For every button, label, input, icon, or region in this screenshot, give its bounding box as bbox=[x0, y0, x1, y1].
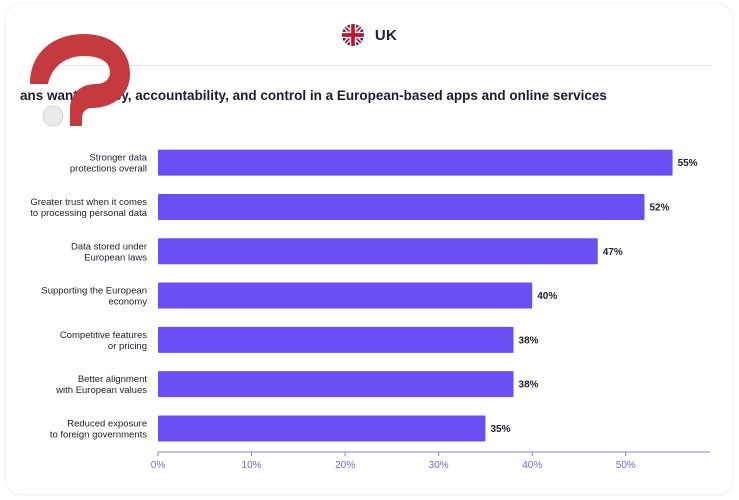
x-tick-label: 40% bbox=[522, 460, 542, 471]
header-divider bbox=[30, 65, 711, 66]
country-label: UK bbox=[374, 26, 398, 44]
category-label: protections overall bbox=[70, 164, 147, 175]
bar-value-label: 55% bbox=[678, 158, 698, 169]
bar bbox=[158, 149, 673, 176]
bar bbox=[158, 326, 514, 353]
x-tick-label: 50% bbox=[616, 460, 636, 471]
uk-flag-icon bbox=[341, 24, 364, 46]
chart-title: ans want privacy, accountability, and co… bbox=[20, 88, 607, 103]
bar-value-label: 40% bbox=[537, 291, 557, 302]
bar bbox=[158, 371, 514, 398]
category-label: to foreign governments bbox=[50, 429, 147, 440]
x-tick-label: 20% bbox=[335, 460, 355, 471]
category-label: Greater trust when it comes bbox=[30, 197, 147, 208]
category-label: economy bbox=[108, 297, 147, 308]
category-label: Supporting the European bbox=[41, 286, 147, 297]
category-label: to processing personal data bbox=[30, 208, 147, 219]
category-label: Better alignment bbox=[78, 374, 148, 385]
bar bbox=[158, 193, 645, 220]
bar-value-label: 35% bbox=[490, 424, 510, 435]
bar-value-label: 38% bbox=[519, 335, 539, 346]
bar-value-label: 52% bbox=[650, 202, 670, 213]
bar-value-label: 38% bbox=[519, 380, 539, 391]
category-label: Data stored under bbox=[71, 241, 147, 252]
x-tick-label: 0% bbox=[151, 460, 166, 471]
brand-logo bbox=[26, 28, 136, 138]
category-label: Competitive features bbox=[60, 330, 147, 341]
bar bbox=[158, 238, 598, 265]
category-label: Stronger data bbox=[89, 153, 147, 164]
x-tick-label: 30% bbox=[429, 460, 449, 471]
category-label: or pricing bbox=[108, 341, 147, 352]
x-tick-label: 10% bbox=[242, 460, 262, 471]
bar bbox=[158, 415, 486, 442]
category-label: with European values bbox=[55, 385, 147, 396]
bar bbox=[158, 282, 533, 309]
chart-header: UK bbox=[0, 20, 739, 50]
category-label: European laws bbox=[84, 252, 147, 263]
bar-value-label: 47% bbox=[603, 247, 623, 258]
category-label: Reduced exposure bbox=[67, 418, 147, 429]
